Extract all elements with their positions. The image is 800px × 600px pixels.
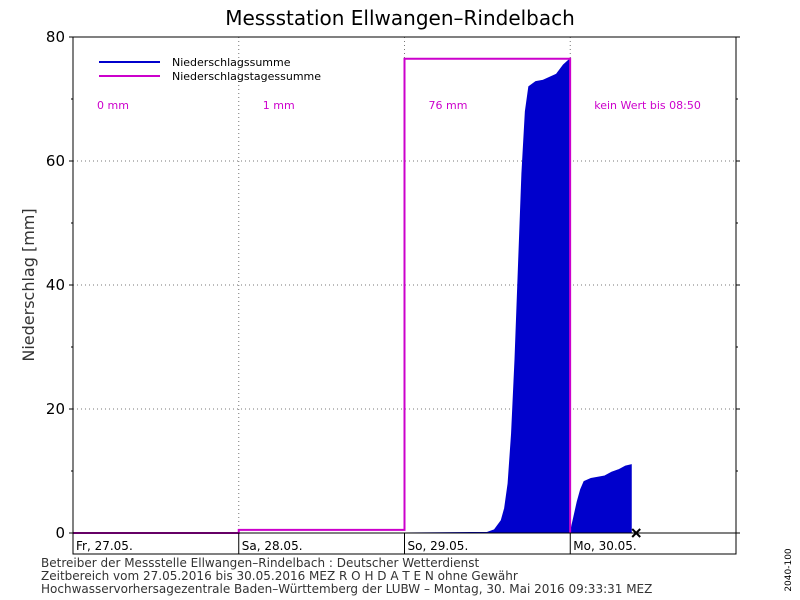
side-code-label: 2040-100 [784, 548, 794, 592]
day-label-2: So, 29.05. [408, 539, 469, 553]
daily-total-0: 0 mm [97, 99, 129, 112]
day-label-1: Sa, 28.05. [242, 539, 303, 553]
y-tick-label-20: 20 [46, 400, 65, 418]
marker-x-stroke-2 [631, 528, 641, 538]
footer-line-source: Hochwasservorhersagezentrale Baden–Württ… [41, 582, 652, 596]
current-time-marker [631, 528, 641, 538]
niederschlagssumme-area-1 [569, 464, 632, 534]
niederschlagssumme-area-0 [404, 57, 571, 534]
legend: Niederschlagssumme Niederschlagstagessum… [99, 56, 321, 83]
daily-total-3: kein Wert bis 08:50 [594, 99, 701, 112]
daily-total-1: 1 mm [263, 99, 295, 112]
day-label-3: Mo, 30.05. [573, 539, 637, 553]
y-tick-label-0: 0 [55, 524, 65, 542]
niederschlagssumme-series [404, 57, 632, 534]
y-axis: 0 20 40 60 80 [46, 28, 740, 542]
footer-line-range: Zeitbereich vom 27.05.2016 bis 30.05.201… [41, 569, 518, 583]
footer-line-operator: Betreiber der Messstelle Ellwangen–Rinde… [41, 556, 480, 570]
legend-label-niederschlagstagessumme: Niederschlagstagessumme [172, 70, 321, 83]
x-axis: Fr, 27.05. Sa, 28.05. So, 29.05. Mo, 30.05. [76, 533, 637, 554]
y-tick-label-60: 60 [46, 152, 65, 170]
day-label-0: Fr, 27.05. [76, 539, 133, 553]
legend-label-niederschlagssumme: Niederschlagssumme [172, 56, 291, 69]
footer: Betreiber der Messstelle Ellwangen–Rinde… [41, 556, 652, 596]
daily-totals: 0 mm 1 mm 76 mm kein Wert bis 08:50 [97, 99, 701, 112]
chart-title: Messstation Ellwangen–Rindelbach [225, 6, 575, 30]
y-tick-label-80: 80 [46, 28, 65, 46]
y-axis-label: Niederschlag [mm] [19, 208, 38, 361]
y-tick-label-40: 40 [46, 276, 65, 294]
daily-total-2: 76 mm [429, 99, 468, 112]
